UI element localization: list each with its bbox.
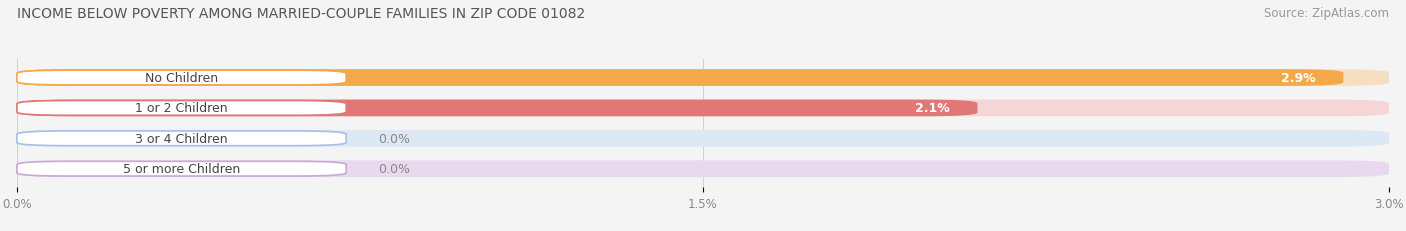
FancyBboxPatch shape (17, 71, 346, 85)
Text: 3 or 4 Children: 3 or 4 Children (135, 132, 228, 145)
FancyBboxPatch shape (17, 161, 1389, 177)
Text: Source: ZipAtlas.com: Source: ZipAtlas.com (1264, 7, 1389, 20)
Text: INCOME BELOW POVERTY AMONG MARRIED-COUPLE FAMILIES IN ZIP CODE 01082: INCOME BELOW POVERTY AMONG MARRIED-COUPL… (17, 7, 585, 21)
FancyBboxPatch shape (17, 131, 346, 146)
Text: 0.0%: 0.0% (378, 162, 411, 175)
FancyBboxPatch shape (17, 100, 977, 117)
FancyBboxPatch shape (17, 101, 346, 116)
FancyBboxPatch shape (17, 70, 1343, 87)
FancyBboxPatch shape (17, 162, 346, 176)
Text: 0.0%: 0.0% (378, 132, 411, 145)
Text: 2.1%: 2.1% (915, 102, 950, 115)
Text: 2.9%: 2.9% (1281, 72, 1316, 85)
Text: 1 or 2 Children: 1 or 2 Children (135, 102, 228, 115)
Text: No Children: No Children (145, 72, 218, 85)
FancyBboxPatch shape (17, 70, 1389, 87)
FancyBboxPatch shape (17, 130, 1389, 147)
Text: 5 or more Children: 5 or more Children (122, 162, 240, 175)
FancyBboxPatch shape (17, 100, 1389, 117)
